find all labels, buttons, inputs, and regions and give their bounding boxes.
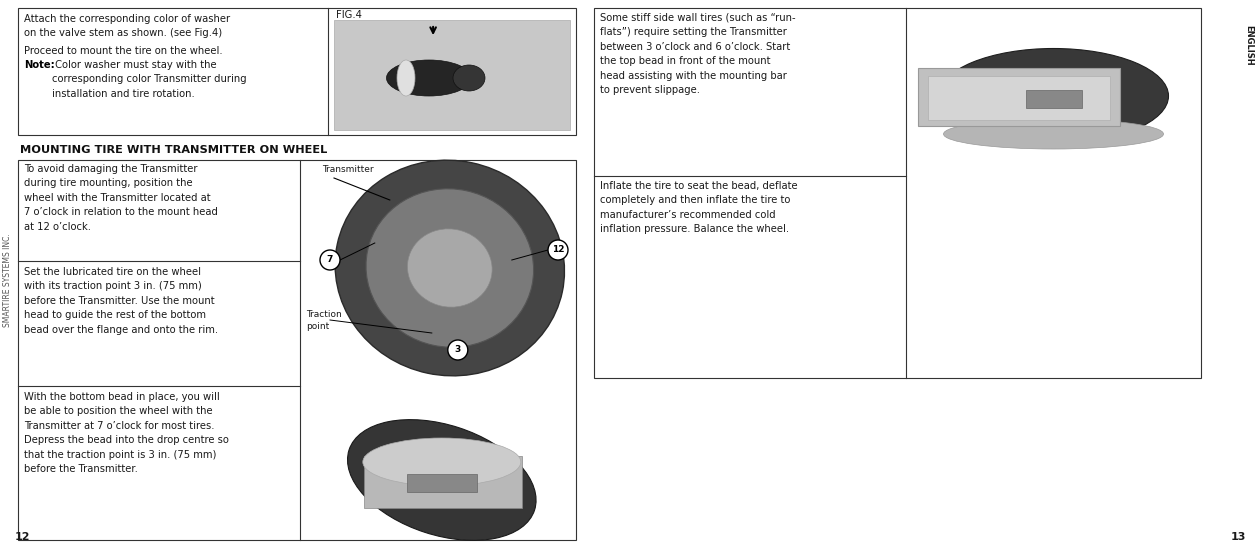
Ellipse shape [943,119,1163,149]
Text: ENGLISH: ENGLISH [1245,25,1253,66]
Ellipse shape [387,60,471,96]
Text: To avoid damaging the Transmitter
during tire mounting, position the
wheel with : To avoid damaging the Transmitter during… [24,164,217,231]
Text: Attach the corresponding color of washer
on the valve stem as shown. (see Fig.4): Attach the corresponding color of washer… [24,14,230,38]
Text: 12: 12 [551,246,564,254]
Text: Color washer must stay with the
corresponding color Transmitter during
installat: Color washer must stay with the correspo… [51,60,246,99]
Text: Note:: Note: [24,60,55,70]
Ellipse shape [365,189,534,347]
Ellipse shape [407,229,492,307]
Bar [364,456,521,508]
Circle shape [448,340,467,360]
Bar [918,68,1120,126]
Ellipse shape [348,420,536,540]
Circle shape [548,240,568,260]
Bar [334,20,570,130]
Text: Transmitter: Transmitter [322,165,373,174]
Text: 13: 13 [1231,532,1246,542]
Bar [18,8,577,135]
Bar [407,474,477,492]
Text: Inflate the tire to seat the bead, deflate
completely and then inflate the tire : Inflate the tire to seat the bead, defla… [600,181,798,234]
Text: 7: 7 [327,255,333,265]
Text: Set the lubricated tire on the wheel
with its traction point 3 in. (75 mm)
befor: Set the lubricated tire on the wheel wit… [24,267,219,335]
Text: With the bottom bead in place, you will
be able to position the wheel with the
T: With the bottom bead in place, you will … [24,392,229,474]
Text: 3: 3 [455,346,461,354]
Text: 12: 12 [14,532,30,542]
Ellipse shape [397,60,414,96]
Bar [594,8,1201,378]
Ellipse shape [938,49,1168,143]
Ellipse shape [363,438,521,486]
Bar [1025,90,1081,108]
Bar [18,160,577,540]
Ellipse shape [453,65,485,91]
Text: SMARTIRE SYSTEMS INC.: SMARTIRE SYSTEMS INC. [4,233,13,327]
Ellipse shape [335,160,564,376]
Text: MOUNTING TIRE WITH TRANSMITTER ON WHEEL: MOUNTING TIRE WITH TRANSMITTER ON WHEEL [20,145,328,155]
Text: Proceed to mount the tire on the wheel.: Proceed to mount the tire on the wheel. [24,46,222,56]
Text: Some stiff side wall tires (such as “run-
flats”) require setting the Transmitte: Some stiff side wall tires (such as “run… [600,13,795,95]
Circle shape [320,250,340,270]
Text: Traction
point: Traction point [306,310,342,331]
Bar [928,76,1110,120]
Text: FIG.4: FIG.4 [337,10,362,20]
